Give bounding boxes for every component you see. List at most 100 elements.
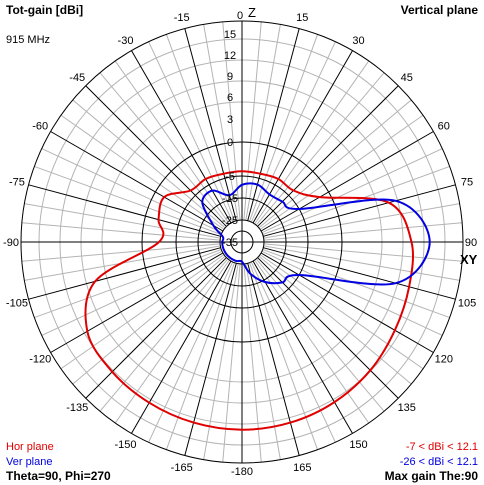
major-spoke [260, 252, 434, 353]
minor-spoke [99, 72, 229, 226]
angle-tick-label: 120 [435, 354, 453, 366]
angle-tick-label: 15 [296, 12, 308, 24]
major-spoke [257, 85, 399, 227]
major-spoke [184, 28, 237, 221]
angle-tick-label: -30 [118, 35, 134, 47]
minor-spoke [99, 258, 229, 412]
minor-spoke [250, 261, 336, 443]
major-spoke [28, 184, 221, 237]
minor-spoke [263, 203, 460, 239]
minor-spoke [249, 34, 319, 222]
angle-readout: Theta=90, Phi=270 [6, 469, 111, 483]
plane-label: Vertical plane [400, 3, 478, 17]
minor-spoke [148, 261, 234, 443]
minor-spoke [243, 21, 262, 221]
angle-tick-label: 135 [398, 402, 416, 414]
legend-hor: Hor plane [6, 441, 54, 453]
major-spoke [260, 131, 434, 232]
minor-spoke [222, 263, 241, 463]
minor-spoke [262, 165, 450, 235]
angle-tick-label: -105 [6, 297, 28, 309]
angle-tick-label: 105 [458, 297, 476, 309]
minor-spoke [263, 222, 463, 241]
angle-tick-label: -135 [66, 402, 88, 414]
minor-spoke [259, 254, 424, 370]
series-layer [84, 170, 431, 431]
minor-spoke [72, 255, 226, 385]
radial-tick-label: 6 [227, 92, 233, 104]
radial-tick-label: -35 [222, 237, 238, 249]
angle-tick-label: 90 [465, 237, 477, 249]
major-spoke [50, 131, 224, 232]
angle-tick-label: -165 [171, 462, 193, 474]
major-grid [20, 20, 464, 464]
minor-spoke [165, 262, 235, 450]
angle-tick-label: 165 [293, 462, 311, 474]
minor-spoke [114, 60, 230, 225]
minor-spoke [245, 24, 281, 221]
angle-tick-label: -45 [69, 72, 85, 84]
minor-spoke [258, 255, 412, 385]
angle-tick-label: -60 [32, 121, 48, 133]
minor-spoke [261, 148, 443, 234]
radial-tick-label: 0 [227, 137, 233, 149]
tick-labels: 0 153045607590105120135150165-180-165-150… [3, 10, 477, 478]
minor-spoke [255, 72, 385, 226]
z-axis-label: Z [248, 5, 256, 20]
ver-range: -26 < dBi < 12.1 [399, 456, 478, 468]
minor-spoke [249, 262, 319, 450]
radial-tick-label: 9 [227, 71, 233, 83]
minor-spoke [41, 250, 223, 336]
major-spoke [252, 260, 353, 434]
minor-spoke [114, 259, 230, 424]
major-spoke [85, 257, 227, 399]
angle-tick-label: 45 [401, 72, 413, 84]
minor-spoke [72, 99, 226, 229]
minor-spoke [243, 263, 262, 463]
major-spoke [50, 252, 224, 353]
major-spoke [263, 247, 456, 300]
minor-spoke [60, 114, 225, 230]
angle-tick-label: -90 [3, 237, 19, 249]
minor-spoke [24, 203, 221, 239]
series-hor-plane [84, 170, 414, 431]
minor-spoke [254, 60, 370, 225]
hor-range: -7 < dBi < 12.1 [405, 441, 478, 453]
radial-tick-label: -5 [225, 171, 235, 183]
angle-tick-label: 0 [237, 10, 243, 22]
radial-tick-label: 15 [224, 29, 236, 41]
minor-spoke [165, 34, 235, 222]
radial-tick-label: 12 [224, 50, 236, 62]
radial-tick-label: 3 [227, 114, 233, 126]
major-spoke [263, 184, 456, 237]
angle-tick-label: -180 [231, 466, 253, 478]
angle-tick-label: 60 [438, 121, 450, 133]
minor-spoke [259, 114, 424, 230]
minor-spoke [261, 250, 443, 336]
angle-tick-label: -150 [114, 439, 136, 451]
minor-spoke [263, 243, 463, 262]
minor-spoke [34, 249, 222, 319]
max-gain-readout: Max gain The:90 [384, 469, 478, 483]
angle-tick-label: -15 [174, 12, 190, 24]
minor-spoke [258, 99, 412, 229]
minor-spoke [41, 148, 223, 234]
frequency-label: 915 MHz [6, 34, 51, 46]
minor-spoke [21, 222, 221, 241]
major-spoke [131, 260, 232, 434]
major-spoke [28, 247, 221, 300]
angle-tick-label: -120 [29, 354, 51, 366]
angle-tick-label: 150 [349, 439, 367, 451]
minor-spoke [34, 165, 222, 235]
major-spoke [247, 28, 300, 221]
minor-spoke [60, 254, 225, 370]
minor-spoke [222, 21, 241, 221]
minor-spoke [255, 258, 385, 412]
xy-axis-label: XY [460, 252, 478, 267]
radial-tick-label: -25 [222, 215, 238, 227]
minor-spoke [21, 243, 221, 262]
angle-tick-label: 75 [461, 177, 473, 189]
series-ver-plane [201, 182, 431, 286]
chart-title: Tot-gain [dBi] [6, 3, 84, 17]
